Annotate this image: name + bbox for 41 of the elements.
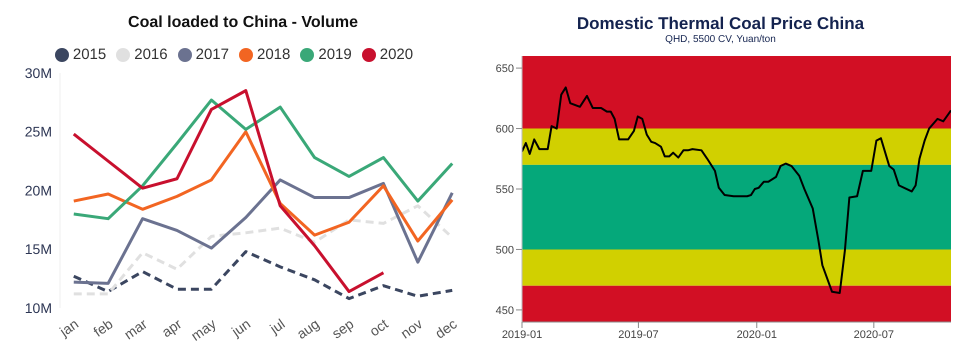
- x-tick-label: apr: [158, 315, 185, 340]
- x-tick-label: oct: [366, 315, 391, 340]
- x-tick-label: mar: [121, 315, 150, 342]
- legend-label: 2020: [380, 46, 414, 63]
- line-series: [72, 130, 454, 243]
- y-tick-label: 30M: [24, 64, 52, 81]
- chart-subtitle: QHD, 5500 CV, Yuan/ton: [664, 34, 777, 45]
- y-tick-label: 600: [496, 123, 514, 136]
- y-tick-label: 650: [496, 62, 514, 75]
- line-series: [72, 250, 454, 300]
- x-tick-label: nov: [398, 315, 426, 342]
- y-tick-label: 10M: [24, 300, 52, 316]
- line-series: [522, 86, 951, 294]
- y-tick-label: 15M: [24, 241, 52, 258]
- y-tick-label: 550: [496, 184, 514, 196]
- x-tick-label: 2020-01: [736, 328, 777, 341]
- chart-title: Domestic Thermal Coal Price China: [576, 13, 866, 34]
- legend-label: 2018: [257, 46, 290, 63]
- x-tick-label: jun: [228, 315, 254, 340]
- legend-label: 2019: [318, 46, 352, 63]
- x-tick-label: 2019-07: [618, 328, 659, 341]
- x-tick-label: jan: [56, 315, 82, 340]
- x-tick-label: feb: [90, 315, 116, 340]
- x-tick-label: jul: [266, 315, 288, 338]
- x-tick-label: may: [188, 315, 219, 344]
- chart-title: Coal loaded to China - Volume: [127, 13, 359, 32]
- legend-label: 2015: [72, 46, 106, 63]
- x-tick-label: sep: [328, 315, 357, 342]
- line-series: [72, 98, 454, 220]
- line-series: [72, 89, 385, 294]
- y-tick-label: 500: [496, 244, 514, 256]
- x-tick-label: aug: [294, 315, 322, 342]
- legend-label: 2016: [134, 46, 168, 63]
- y-tick-label: 25M: [24, 124, 52, 140]
- x-tick-label: dec: [432, 315, 460, 342]
- x-tick-label: 2020-07: [854, 328, 894, 341]
- x-tick-label: 2019-01: [502, 328, 542, 341]
- y-tick-label: 450: [496, 304, 514, 317]
- legend-label: 2017: [196, 46, 229, 63]
- y-tick-label: 20M: [24, 182, 52, 198]
- line-series: [72, 178, 454, 285]
